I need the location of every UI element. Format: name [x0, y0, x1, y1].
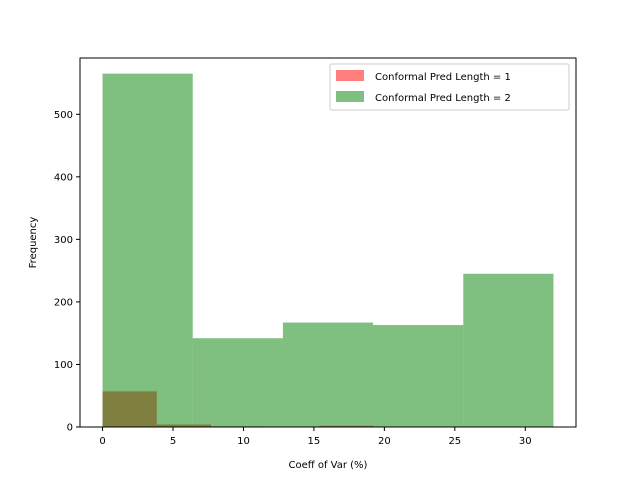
x-tick-label: 10	[237, 436, 250, 447]
y-tick-label: 0	[67, 423, 73, 434]
y-tick-label: 100	[54, 360, 73, 371]
histogram-bar-series-2-bin-3	[282, 322, 374, 427]
y-tick-label: 200	[54, 297, 73, 308]
x-tick-label: 0	[99, 436, 105, 447]
y-tick-label: 500	[54, 110, 73, 121]
legend: Conformal Pred Length = 1 Conformal Pred…	[329, 63, 570, 111]
legend-frame	[329, 63, 570, 111]
x-tick-label: 30	[519, 436, 532, 447]
bars-layer	[102, 73, 554, 427]
histogram-bar-series-2-bin-4	[373, 325, 464, 427]
histogram-bar-series-2-bin-2	[192, 338, 283, 427]
plot-frame	[79, 57, 577, 428]
x-tick-label: 25	[448, 436, 461, 447]
y-tick-label: 400	[54, 172, 73, 183]
x-tick-label: 5	[170, 436, 176, 447]
legend-swatch-length-1	[336, 70, 364, 81]
y-axis-ticks: 0 100 200 300 400 500	[54, 110, 80, 434]
legend-label-length-1: Conformal Pred Length = 1	[375, 72, 511, 83]
legend-swatch-length-2	[336, 91, 364, 102]
x-tick-label: 15	[308, 436, 321, 447]
legend-label-length-2: Conformal Pred Length = 2	[375, 93, 511, 104]
y-axis-label: Frequency	[28, 217, 39, 269]
histogram-bar-series-2-bin-1	[102, 73, 193, 427]
x-axis-ticks: 0 5 10 15 20 25 30	[99, 427, 532, 447]
x-axis-label: Coeff of Var (%)	[289, 460, 368, 471]
y-tick-label: 300	[54, 235, 73, 246]
histogram-bar-series-2-bin-5	[463, 273, 554, 427]
x-tick-label: 20	[378, 436, 391, 447]
